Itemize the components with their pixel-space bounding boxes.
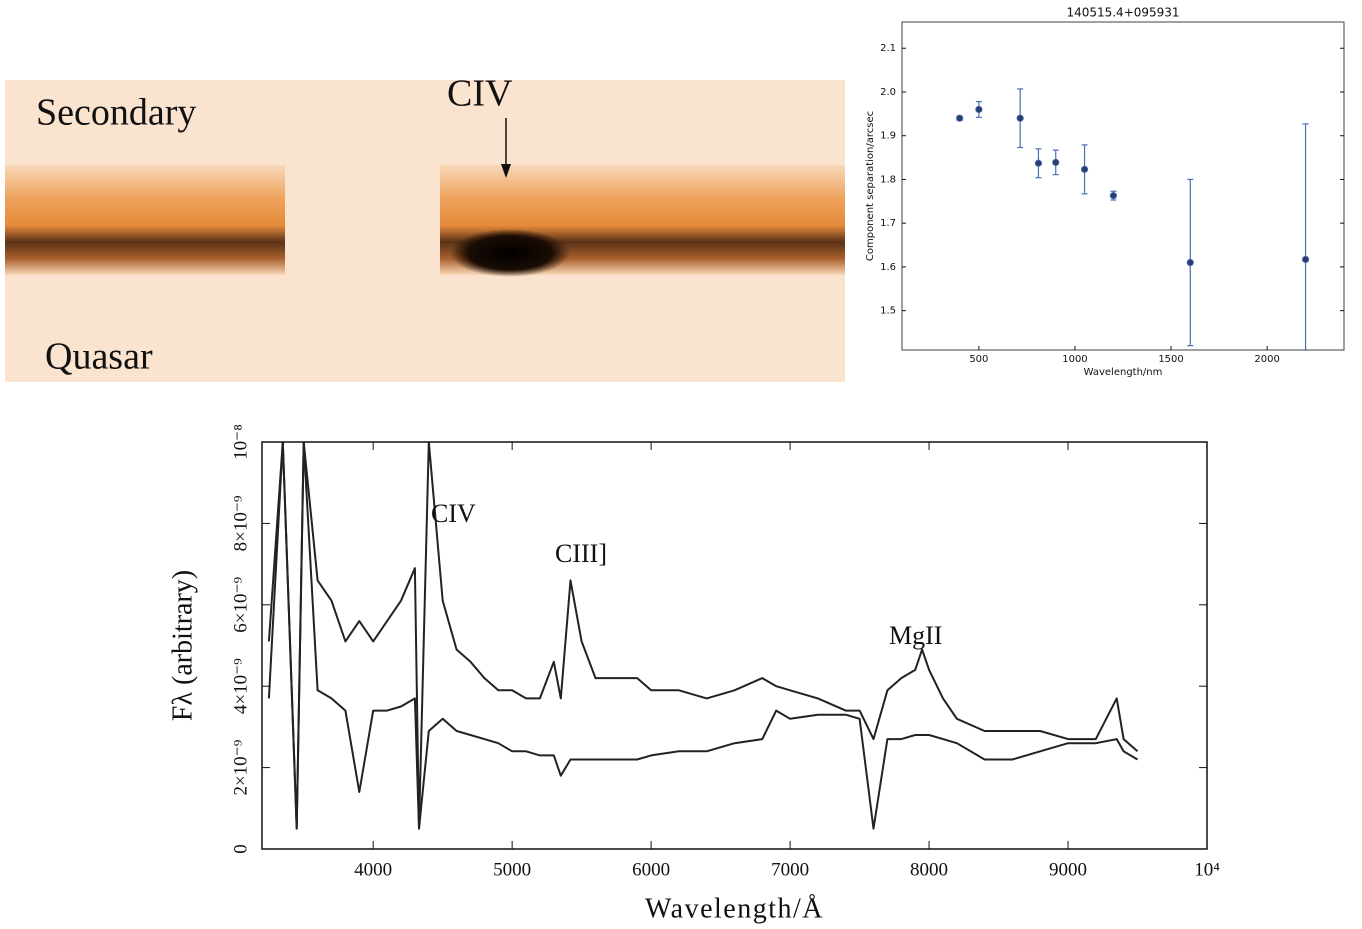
x-tick-label: 8000 [910,859,948,880]
annotation: CIII] [555,539,607,568]
x-tick-label: 500 [969,354,988,365]
x-tick-label: 2000 [1254,354,1279,365]
image-label: Quasar [45,336,153,378]
y-tick-label: 1.7 [880,218,896,229]
point [1080,165,1089,173]
x-axis-label: Wavelength/nm [1084,367,1163,378]
chart-title: 140515.4+095931 [1066,6,1179,20]
spectrum-line [267,442,1139,830]
point [956,114,964,122]
x-tick-label: 6000 [632,859,670,880]
spectrum-image: Secondary CIV Quasar [5,73,845,382]
y-tick-label: 6×10⁻⁹ [230,576,251,632]
spectrum-line [267,442,1139,830]
y-tick-label: 2×10⁻⁹ [230,739,251,795]
arrow-head [501,164,511,178]
point [1301,255,1310,264]
image-label: CIV [447,73,513,115]
y-tick-label: 2.0 [880,87,896,98]
y-tick-label: 1.5 [880,306,896,317]
x-tick-label: 9000 [1049,859,1087,880]
point [975,105,983,114]
annotation: CIV [431,499,476,528]
axes-frame [261,441,1208,850]
x-tick-label: 7000 [771,859,809,880]
axes-frame [901,21,1345,351]
y-tick-label: 1.9 [880,131,896,142]
point [1109,192,1117,200]
y-tick-label: 2.1 [880,43,896,54]
point [1034,159,1043,167]
y-tick-label: 1.6 [880,262,896,273]
y-tick-label: 10⁻⁸ [230,424,251,460]
annotation: MgII [889,621,942,650]
point [1186,258,1194,267]
image-band [5,165,285,275]
x-tick-label: 10⁴ [1194,859,1220,880]
point [1016,114,1024,122]
x-tick-label: 1500 [1158,354,1183,365]
image-peak [450,229,570,277]
y-tick-label: 4×10⁻⁹ [230,658,251,714]
y-axis-label: Component separation/arcsec [865,111,876,261]
point [1052,158,1060,166]
image-label: Secondary [36,92,196,134]
plot-area [267,442,1139,830]
x-tick-label: 5000 [493,859,531,880]
plot-area [956,88,1310,350]
y-axis-label: Fλ (arbitrary) [167,570,198,721]
x-tick-label: 1000 [1062,354,1087,365]
y-tick-label: 1.8 [880,174,896,185]
y-tick-label: 8×10⁻⁹ [230,495,251,551]
y-tick-label: 0 [230,844,251,854]
x-axis-label: Wavelength/Å [645,893,824,924]
x-tick-label: 4000 [354,859,392,880]
